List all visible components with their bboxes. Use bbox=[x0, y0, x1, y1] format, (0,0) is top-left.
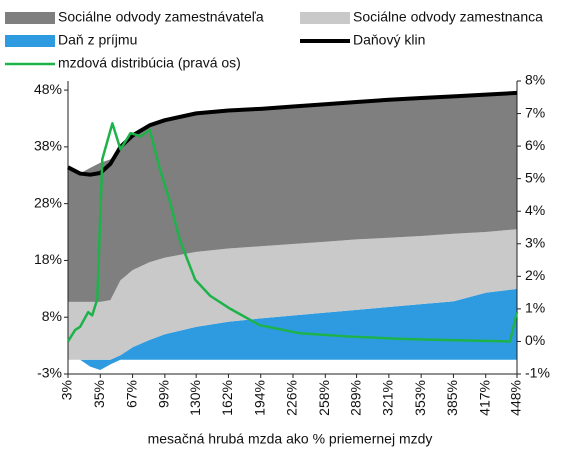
y2-tick-label: 2% bbox=[525, 267, 545, 283]
x-tick-label: 226% bbox=[284, 380, 300, 416]
area bbox=[68, 92, 517, 302]
line bbox=[66, 122, 519, 343]
x-tick-label: 67% bbox=[123, 380, 139, 408]
x-tick-label: 417% bbox=[476, 380, 492, 416]
legend-swatch bbox=[5, 35, 55, 47]
x-tick-label: 353% bbox=[412, 380, 428, 416]
legend-swatch bbox=[300, 12, 350, 24]
x-tick-label: 130% bbox=[187, 380, 203, 416]
y2-tick-label: 0% bbox=[525, 332, 545, 348]
legend-swatch bbox=[5, 12, 55, 24]
y-tick-label: 18% bbox=[34, 251, 62, 267]
y-tick-label: 38% bbox=[34, 138, 62, 154]
y2-tick-label: 1% bbox=[525, 300, 545, 316]
legend-label: Sociálne odvody zamestnávateľa bbox=[58, 9, 264, 25]
x-axis-label: mesačná hrubá mzda ako % priemernej mzdy bbox=[148, 431, 433, 447]
legend-label: Daňový klin bbox=[353, 32, 425, 48]
x-tick-label: 289% bbox=[347, 380, 363, 416]
y-tick-label: 8% bbox=[42, 308, 62, 324]
x-tick-label: 258% bbox=[316, 380, 332, 416]
y2-tick-label: 8% bbox=[525, 72, 545, 88]
x-tick-label: 194% bbox=[251, 380, 267, 416]
y2-tick-label: 5% bbox=[525, 169, 545, 185]
y2-tick-label: -1% bbox=[525, 365, 550, 381]
y2-tick-label: 4% bbox=[525, 202, 545, 218]
x-tick-label: 448% bbox=[508, 380, 524, 416]
legend-label: mzdová distribúcia (pravá os) bbox=[58, 55, 241, 71]
x-tick-label: 385% bbox=[444, 380, 460, 416]
legend-label: Sociálne odvody zamestnanca bbox=[353, 9, 543, 25]
x-tick-label: 3% bbox=[59, 380, 75, 400]
y2-tick-label: 7% bbox=[525, 104, 545, 120]
x-tick-label: 321% bbox=[380, 380, 396, 416]
y-tick-label: -3% bbox=[37, 365, 62, 381]
x-tick-label: 99% bbox=[156, 380, 172, 408]
y2-tick-label: 3% bbox=[525, 234, 545, 250]
y-tick-label: 48% bbox=[34, 81, 62, 97]
area bbox=[68, 288, 517, 371]
y-tick-label: 28% bbox=[34, 194, 62, 210]
area bbox=[68, 229, 517, 360]
legend-label: Daň z príjmu bbox=[58, 32, 137, 48]
y2-tick-label: 6% bbox=[525, 137, 545, 153]
x-tick-label: 162% bbox=[219, 380, 235, 416]
x-tick-label: 35% bbox=[91, 380, 107, 408]
